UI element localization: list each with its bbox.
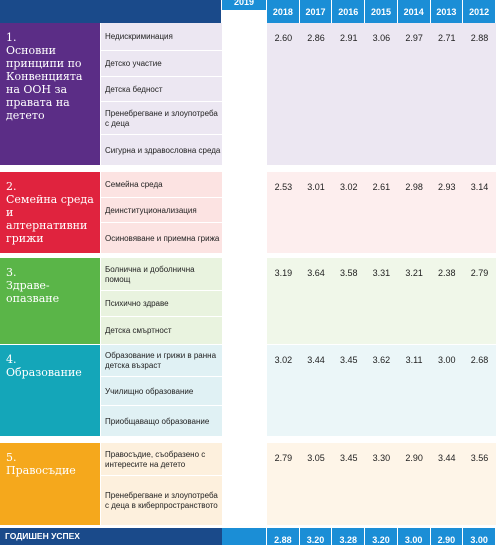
year-value-2012: 2.88 [470, 33, 489, 43]
year-value-2016: 2.91 [339, 33, 358, 43]
section-years-5: 2.79 3.05 3.45 3.30 2.90 3.44 3.56 [267, 443, 496, 525]
year-value-2016: 3.45 [339, 453, 358, 463]
year-value-2016: 3.02 [339, 182, 358, 192]
indicator-label: Сигурна и здравословна среда [101, 135, 222, 166]
year-value-2017: 3.01 [307, 182, 325, 192]
year-value-2012: 3.56 [470, 453, 489, 463]
year-value-2013: 3.44 [438, 453, 456, 463]
annual-score-2018: 2.88 [267, 528, 300, 545]
indicator-label: Правосъдие, съобразено с интересите на д… [101, 443, 222, 476]
annual-score-2017: 3.20 [299, 528, 333, 545]
annual-score-2015: 3.20 [365, 528, 398, 545]
year-value-2014: 2.97 [405, 33, 423, 43]
year-value-2018: 2.53 [274, 182, 293, 192]
indicator-label: Недискриминация [101, 23, 222, 51]
year-value-2014: 2.98 [405, 182, 423, 192]
section-years-1: 2.60 2.86 2.91 3.06 2.97 2.71 2.88 [267, 23, 496, 165]
annual-score-2016: 3.28 [332, 528, 366, 545]
header-year-2018: 2018 [267, 0, 300, 23]
header-year-2014: 2014 [397, 0, 431, 23]
year-value-2018: 3.19 [274, 268, 293, 278]
indicator-label: Приобщаващо образование [101, 406, 222, 437]
year-value-2013: 2.93 [438, 182, 456, 192]
header-main-year: 2019 [222, 0, 267, 10]
section-years-2: 2.53 3.01 3.02 2.61 2.98 2.93 3.14 [267, 172, 496, 253]
indicator-label: Училищно образование [101, 377, 222, 406]
indicator-label: Пренебрегване и злоупотреба с деца в киб… [101, 476, 222, 526]
indicator-label: Болнична и доболнична помощ [101, 258, 222, 291]
indicator-label: Пренебрегване и злоупотреба с деца [101, 102, 222, 135]
section-title-4: 4. Образование [0, 345, 100, 436]
annual-score-row: ГОДИШЕН УСПЕХ 2.88 3.20 3.28 3.20 3.00 2.90 3.… [0, 528, 496, 545]
year-value-2014: 3.21 [405, 268, 423, 278]
indicator-label: Деинституционализация [101, 198, 222, 223]
header-year-2012: 2012 [463, 0, 496, 23]
year-value-2015: 2.61 [372, 182, 391, 192]
header-year-2013: 2013 [430, 0, 464, 23]
header-blank [0, 0, 221, 23]
year-value-2017: 3.05 [307, 453, 325, 463]
annual-score-label: ГОДИШЕН УСПЕХ [5, 531, 80, 541]
section-years-4: 3.02 3.44 3.45 3.62 3.11 3.00 2.68 [267, 345, 496, 436]
year-value-2014: 3.11 [405, 355, 423, 365]
indicator-label: Психично здраве [101, 291, 222, 317]
annual-score-2012: 3.00 [463, 528, 496, 545]
annual-score-2013: 2.90 [430, 528, 464, 545]
year-value-2013: 2.71 [438, 33, 456, 43]
indicator-label: Детска смъртност [101, 317, 222, 345]
section-title-1: 1. Основни принципи по Конвенцията на ОО… [0, 23, 100, 165]
year-value-2018: 2.79 [274, 453, 293, 463]
year-value-2016: 3.58 [339, 268, 358, 278]
year-value-2015: 3.06 [372, 33, 391, 43]
year-value-2016: 3.45 [339, 355, 358, 365]
year-value-2015: 3.31 [372, 268, 391, 278]
section-title-2: 2. Семейна среда и алтернативни грижи [0, 172, 100, 253]
year-value-2015: 3.62 [372, 355, 391, 365]
year-value-2017: 3.64 [307, 268, 325, 278]
indicator-label: Семейна среда [101, 172, 222, 198]
year-value-2018: 3.02 [274, 355, 293, 365]
section-title-3: 3. Здраве-опазване [0, 258, 100, 344]
indicator-label: Детска бедност [101, 77, 222, 102]
year-value-2014: 2.90 [405, 453, 423, 463]
year-value-2017: 3.44 [307, 355, 325, 365]
section-title-5: 5. Правосъдие [0, 443, 100, 525]
indicator-label: Детско участие [101, 51, 222, 77]
header-year-2017: 2017 [299, 0, 333, 23]
year-value-2012: 3.14 [470, 182, 489, 192]
year-value-2018: 2.60 [274, 33, 293, 43]
annual-score-main [222, 528, 267, 545]
year-value-2013: 3.00 [438, 355, 456, 365]
indicator-label: Осиновяване и приемна грижа [101, 223, 222, 254]
year-value-2013: 2.38 [438, 268, 456, 278]
year-value-2017: 2.86 [307, 33, 325, 43]
header-year-2016: 2016 [332, 0, 366, 23]
year-value-2012: 2.68 [470, 355, 489, 365]
section-years-3: 3.19 3.64 3.58 3.31 3.21 2.38 2.79 [267, 258, 496, 344]
year-value-2015: 3.30 [372, 453, 391, 463]
year-value-2012: 2.79 [470, 268, 489, 278]
header-year-2015: 2015 [365, 0, 398, 23]
indicator-label: Образование и грижи в ранна детска възра… [101, 345, 222, 377]
annual-score-2014: 3.00 [397, 528, 431, 545]
